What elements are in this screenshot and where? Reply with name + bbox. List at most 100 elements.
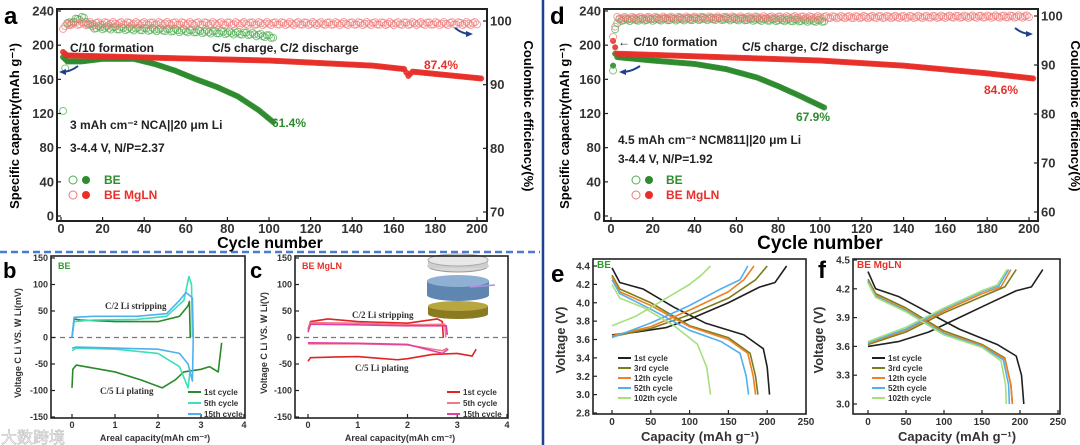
ce-point [951, 11, 960, 20]
panel-label: e [551, 261, 564, 288]
ce-point [165, 25, 174, 34]
legend-label: 1st cycle [204, 388, 238, 397]
legend-label: 52th cycle [888, 384, 927, 393]
ce-point [104, 24, 113, 33]
legend-label: 12th cycle [634, 374, 673, 383]
x-tick-label: 60 [179, 221, 193, 236]
ce-point [252, 32, 261, 41]
ce-point [279, 18, 288, 27]
reference-wire [469, 284, 496, 288]
ce-point [227, 29, 236, 37]
ce-point [999, 11, 1008, 20]
ce-point [609, 32, 618, 41]
ce-point [722, 12, 730, 21]
ce-point [753, 12, 762, 21]
capacity-point [1030, 75, 1037, 82]
x-tick-label: 140 [893, 221, 915, 236]
x-tick-label: 200 [759, 417, 776, 428]
curve-charge [867, 269, 1008, 343]
legend-label: 1st cycle [634, 354, 668, 363]
curve-discharge [867, 280, 1014, 405]
legend-label: 52th cycle [634, 384, 673, 393]
y-tick-label: 3.0 [836, 400, 850, 411]
ce-point [899, 12, 908, 20]
curve-plating [71, 347, 192, 389]
ce-point [290, 21, 298, 30]
ce-point [364, 19, 373, 28]
ce-point [98, 20, 107, 29]
y2-tick-label: 100 [490, 14, 512, 29]
ce-point [215, 29, 224, 38]
panel-label: f [818, 257, 827, 284]
ce-point [198, 20, 207, 29]
arrowhead-icon [1026, 31, 1033, 37]
ce-point [912, 13, 921, 21]
x-tick-label: 20 [646, 221, 660, 236]
y-tick-label: 40 [587, 174, 601, 189]
curve-discharge [611, 279, 750, 395]
ce-point [699, 12, 707, 21]
ce-point [325, 18, 334, 27]
x-tick-label: 2 [405, 420, 410, 430]
ce-point [862, 13, 870, 21]
ce-point [75, 20, 84, 29]
ce-point [935, 13, 944, 22]
x-tick-label: 3 [455, 420, 460, 430]
annotation-protocol: C/5 charge, C/2 discharge [212, 41, 359, 55]
ce-point [283, 19, 292, 28]
ce-point [680, 14, 689, 23]
panel-label: b [3, 258, 16, 283]
ce-point [744, 12, 753, 21]
electrolyte-tag: BE [58, 261, 71, 271]
ce-point [429, 20, 438, 29]
y2-tick-label: 90 [490, 77, 504, 92]
ce-point [113, 21, 122, 30]
x-axis-title: Areal capacity(mAh cm⁻²) [345, 433, 455, 443]
ce-point [790, 12, 799, 21]
ce-point [694, 14, 703, 23]
cathode-layer [428, 309, 488, 319]
ce-point [192, 28, 201, 37]
legend-filled-marker [82, 176, 90, 184]
ce-point [703, 14, 712, 23]
y2-axis-title: Coulombic efficiency(%) [1068, 41, 1080, 192]
y-tick-label: 150 [277, 253, 292, 263]
y-tick-label: 160 [579, 72, 601, 87]
panel-c: c BE MgLN C/2 Li stripping C/5 Li platin… [250, 253, 510, 443]
curve-charge [611, 265, 712, 327]
curve-discharge [611, 276, 757, 395]
ce-point [188, 26, 196, 34]
x-tick-label: 40 [137, 221, 151, 236]
ce-point [171, 18, 180, 27]
ce-point [375, 20, 384, 29]
ce-point [360, 19, 369, 28]
ce-point [394, 18, 402, 27]
ce-point [609, 66, 618, 75]
legend-filled-marker [82, 191, 90, 199]
x-tick-label: 120 [851, 221, 873, 236]
y-tick-label: -150 [274, 412, 292, 422]
y-tick-label: 120 [32, 106, 54, 121]
ce-point [763, 14, 772, 23]
y2-tick-label: 100 [1041, 9, 1063, 24]
ce-point [94, 18, 103, 27]
ce-point [206, 29, 215, 38]
x-axis-title: Cycle number [757, 233, 883, 254]
panel-label: c [250, 258, 262, 283]
y2-axis-title: Coulombic efficiency(%) [521, 41, 536, 192]
plot-area [59, 12, 485, 126]
ce-point [981, 13, 990, 22]
ce-point [918, 14, 927, 23]
ce-point [265, 31, 273, 40]
ce-point [129, 26, 138, 35]
y-tick-label: 200 [32, 38, 54, 53]
y-tick-label: -50 [279, 359, 292, 369]
ce-point [964, 13, 973, 22]
ce-point [803, 13, 812, 22]
y-tick-label: 3.6 [576, 335, 590, 346]
ce-point [885, 12, 893, 21]
ce-point [348, 18, 357, 27]
curve-stripping [71, 275, 194, 338]
ce-point [611, 22, 620, 31]
plot-frame [592, 258, 807, 415]
